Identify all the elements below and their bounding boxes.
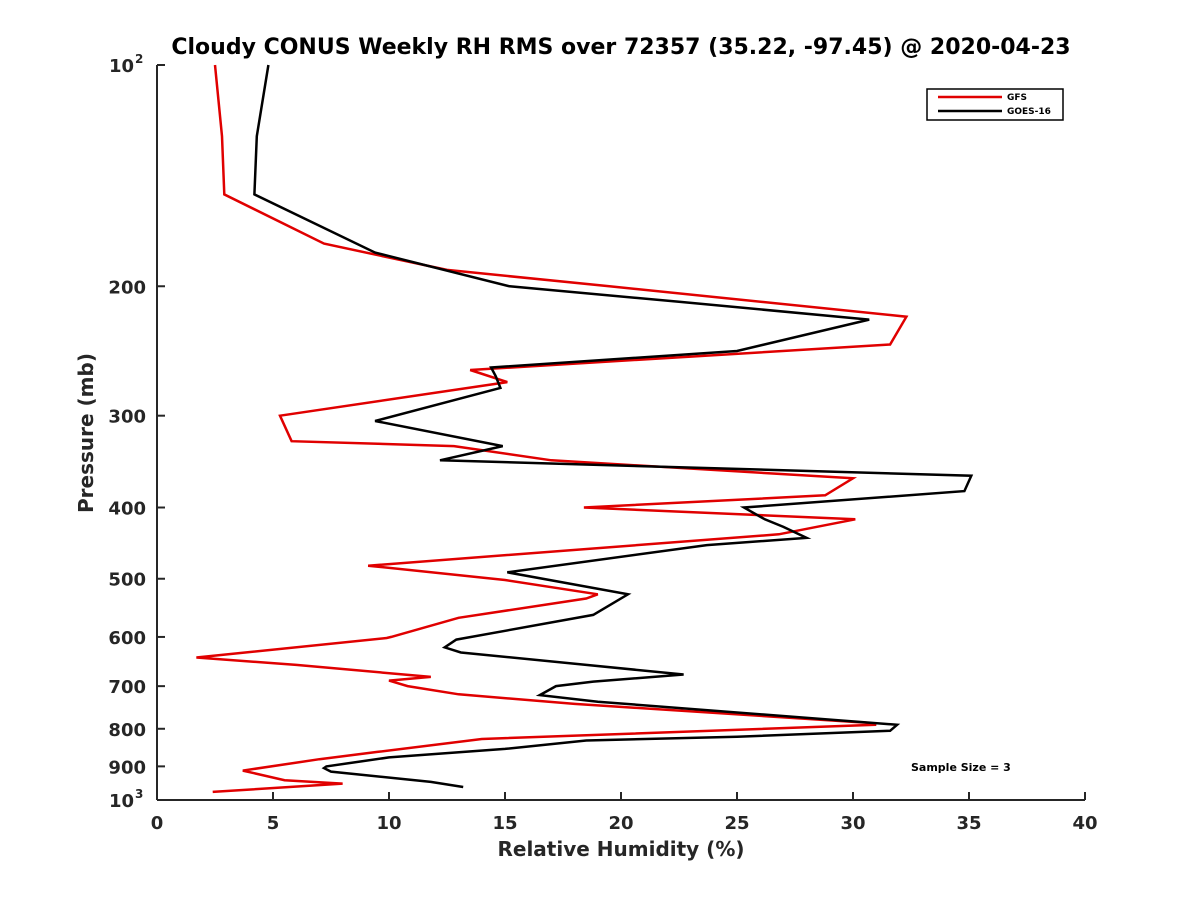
x-axis-label: Relative Humidity (%) [497, 837, 744, 861]
x-tick-label: 30 [840, 813, 865, 834]
y-tick-label: 200 [108, 277, 146, 298]
y-tick-label: 300 [108, 407, 146, 428]
y-tick-exponent: 3 [135, 787, 143, 801]
x-tick-label: 25 [724, 813, 749, 834]
y-tick-label: 700 [108, 677, 146, 698]
y-tick-label: 10 [109, 791, 134, 812]
legend: GFS GOES-16 [926, 88, 1064, 121]
y-tick-label: 800 [108, 720, 146, 741]
x-tick-label: 10 [376, 813, 401, 834]
legend-box [926, 88, 1064, 121]
y-tick-label: 400 [108, 499, 146, 520]
x-tick-label: 35 [956, 813, 981, 834]
y-tick-label: 600 [108, 628, 146, 649]
x-tick-label: 0 [151, 813, 164, 834]
y-tick-exponent: 2 [135, 52, 143, 66]
legend-label-gfs: GFS [1007, 93, 1027, 103]
x-tick-label: 5 [267, 813, 280, 834]
x-tick-label: 40 [1072, 813, 1097, 834]
y-tick-label: 500 [108, 570, 146, 591]
x-tick-label: 15 [492, 813, 517, 834]
y-tick-label: 900 [108, 757, 146, 778]
chart-title: Cloudy CONUS Weekly RH RMS over 72357 (3… [171, 35, 1070, 60]
series-line-gfs [196, 64, 909, 794]
series-line-goes16 [253, 64, 974, 789]
x-ticks: 0 5 10 15 20 25 30 35 40 [151, 792, 1098, 834]
legend-label-goes16: GOES-16 [1007, 107, 1051, 117]
y-tick-label: 10 [109, 56, 134, 77]
sample-size-annotation: Sample Size = 3 [911, 761, 1011, 774]
x-tick-label: 20 [608, 813, 633, 834]
y-axis-label: Pressure (mb) [74, 353, 98, 513]
plot-series [196, 64, 974, 794]
